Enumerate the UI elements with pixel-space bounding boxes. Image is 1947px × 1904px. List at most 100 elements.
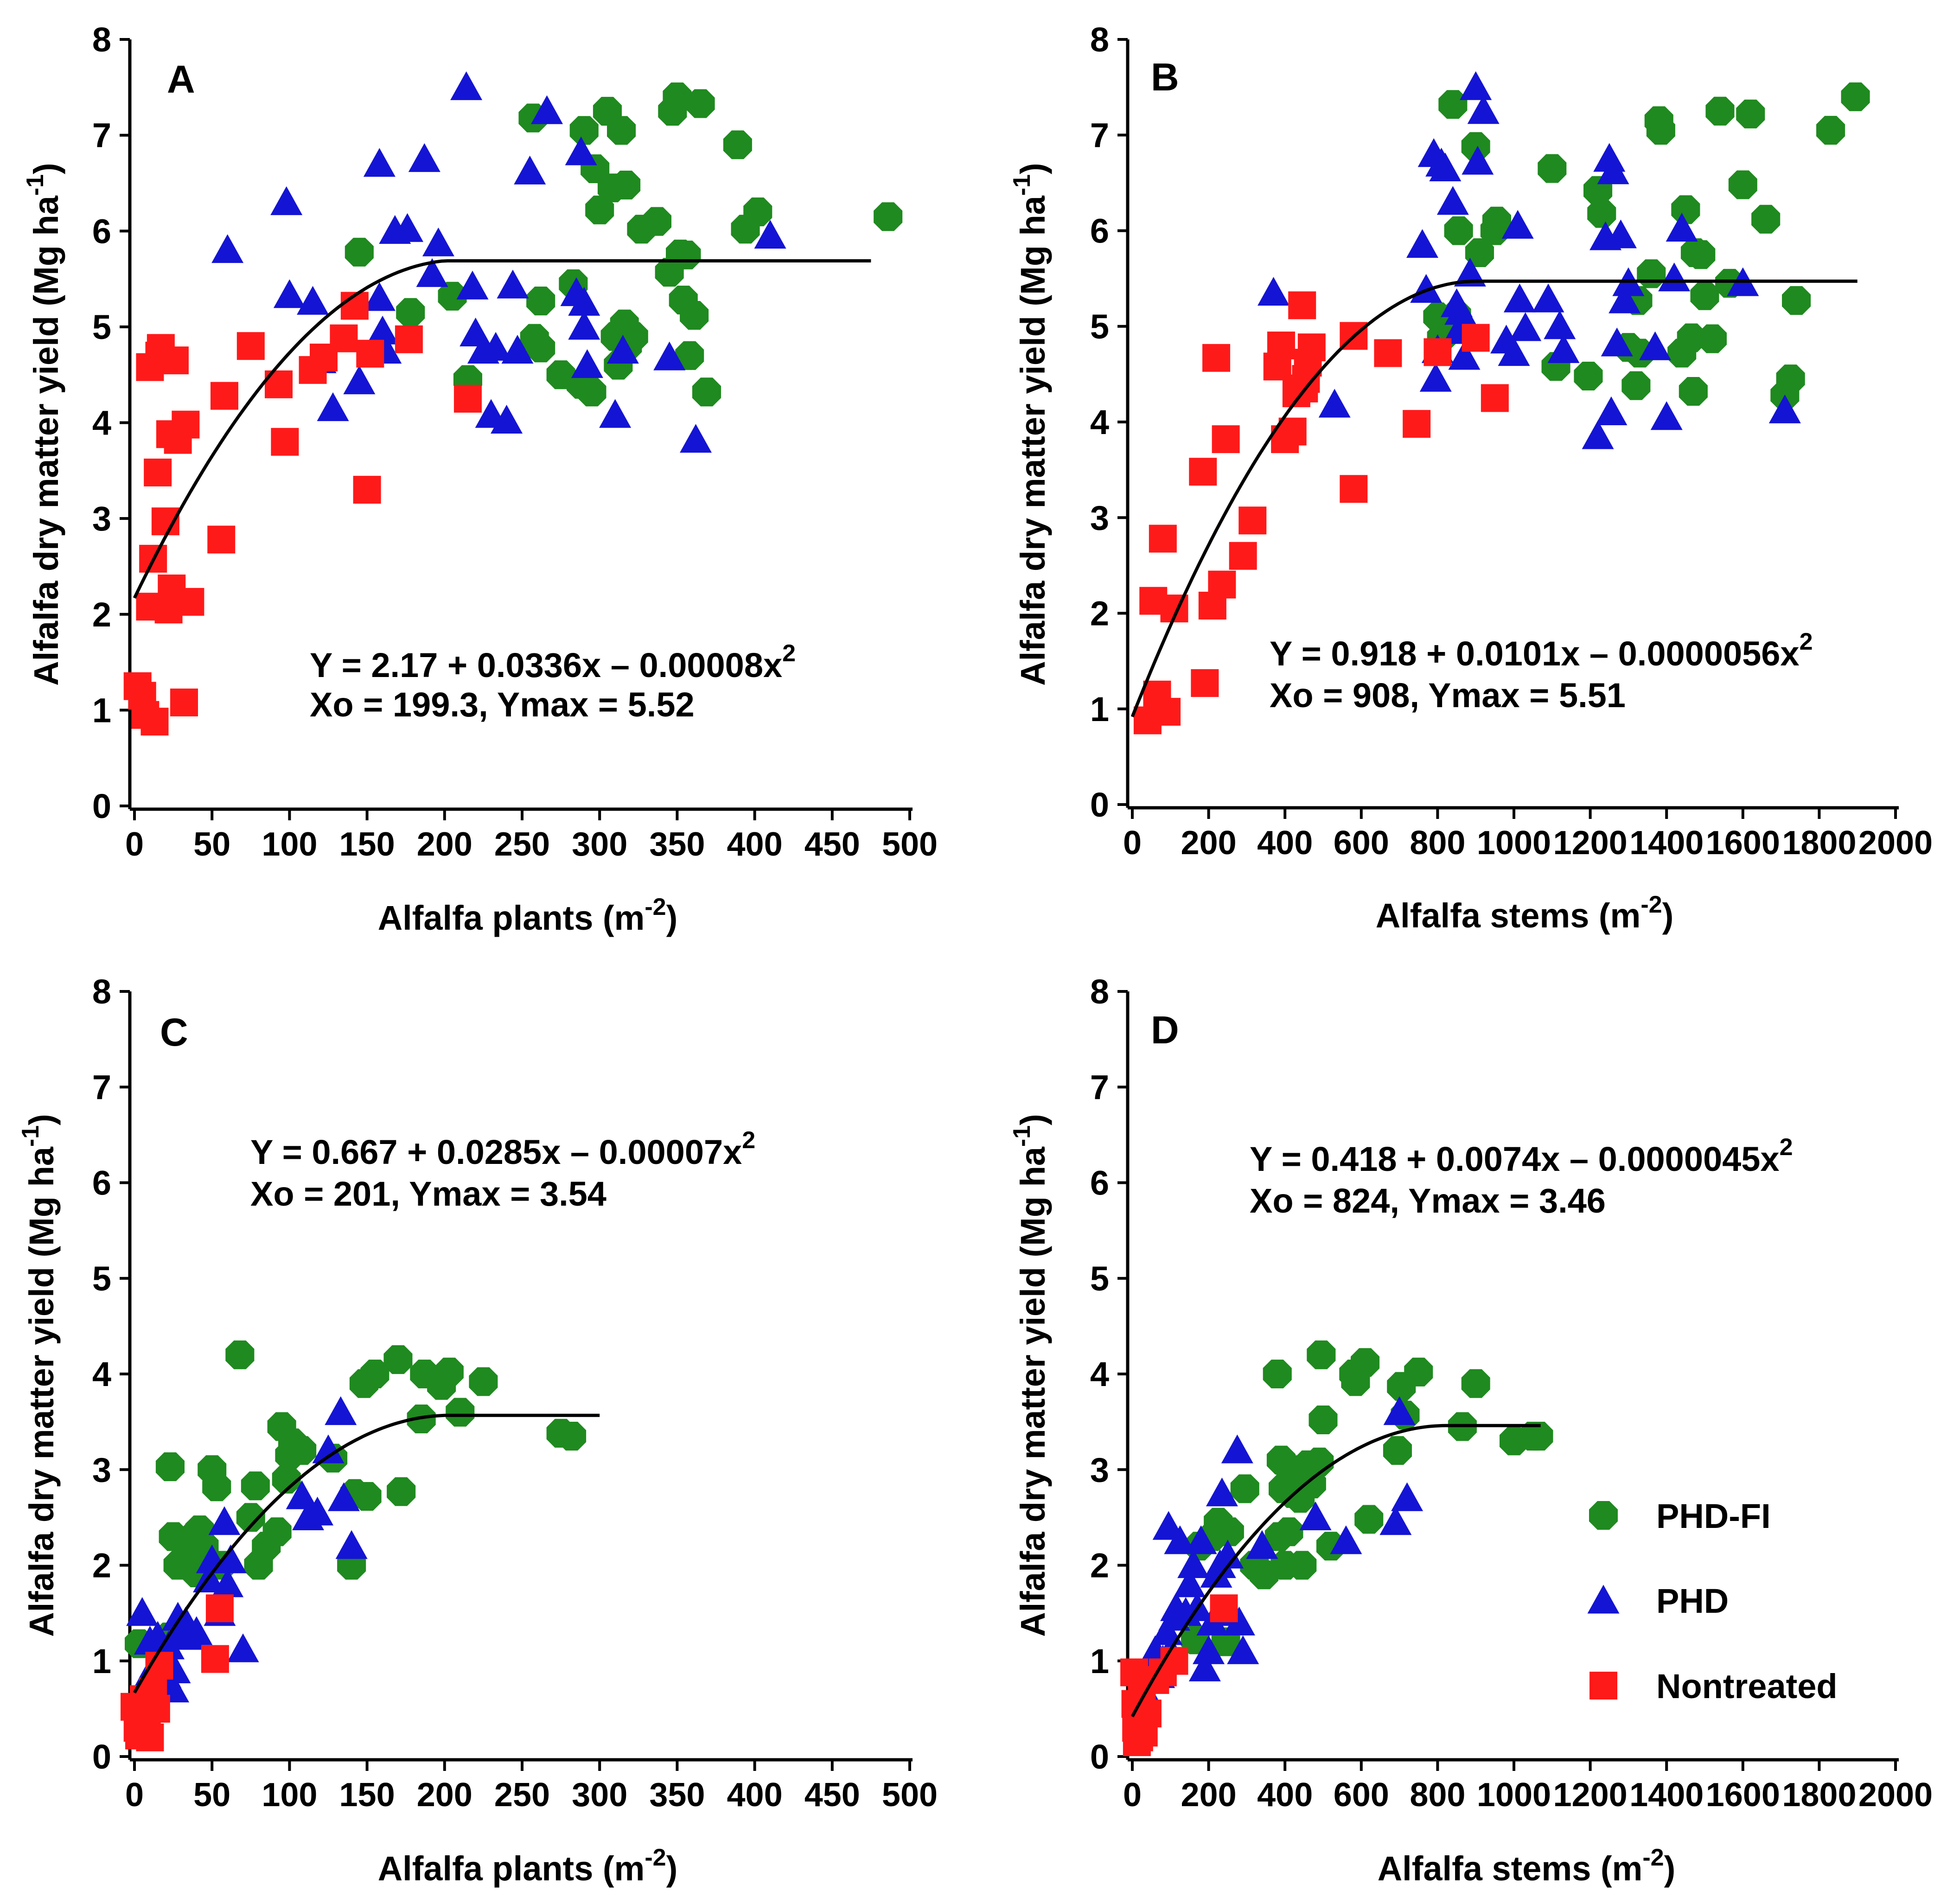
x-tick-label: 600 xyxy=(1334,1776,1389,1814)
legend-marker-phd-fi xyxy=(1589,1501,1618,1530)
point-phd xyxy=(568,287,600,316)
point-phd xyxy=(1379,1506,1412,1535)
y-tick-label: 3 xyxy=(92,499,111,538)
legend-item-phd-fi: PHD-FI xyxy=(1589,1497,1771,1535)
point-phd-fi xyxy=(1307,1340,1336,1369)
point-phd-fi xyxy=(1482,206,1511,236)
point-phd xyxy=(1185,1525,1217,1554)
y-tick-label: 3 xyxy=(1090,498,1109,537)
x-tick-label: 400 xyxy=(727,1776,783,1814)
x-tick-label: 50 xyxy=(193,1776,230,1814)
point-phd xyxy=(214,1544,247,1573)
point-phd-fi xyxy=(1297,1470,1326,1499)
x-tick-label: 200 xyxy=(417,826,472,863)
panel-c-ticks: 0 1 2 3 4 5 6 7 8 0 50 100 150 200 250 300 350 400 450 500 xyxy=(92,972,938,1814)
x-tick-label: 450 xyxy=(804,1776,860,1814)
point-phd xyxy=(312,1434,345,1463)
panel-b-points xyxy=(1133,71,1870,735)
x-tick-label: 800 xyxy=(1410,1776,1465,1814)
point-phd xyxy=(211,234,244,263)
point-phd xyxy=(317,392,349,422)
point-phd xyxy=(1206,1477,1238,1507)
point-phd-fi xyxy=(743,197,772,226)
point-phd-fi xyxy=(1736,99,1765,128)
point-phd xyxy=(1460,71,1492,100)
point-phd-fi xyxy=(262,1517,292,1546)
point-phd-fi xyxy=(1841,82,1870,111)
panel-d-xlabel: Alfalfa stems (m-2) xyxy=(1378,1844,1676,1888)
x-tick-label: 450 xyxy=(804,826,860,863)
point-phd-fi xyxy=(241,1471,270,1501)
legend-item-phd: PHD xyxy=(1587,1582,1729,1620)
x-tick-label: 350 xyxy=(649,826,705,863)
y-tick-label: 3 xyxy=(1090,1450,1109,1489)
point-phd-fi xyxy=(1538,154,1567,183)
point-phd xyxy=(568,311,600,340)
point-nontreated xyxy=(172,410,200,439)
x-tick-label: 1000 xyxy=(1477,824,1551,862)
x-tick-label: 2000 xyxy=(1858,824,1933,862)
legend-triangle-glyph xyxy=(1587,1585,1620,1614)
point-phd-fi xyxy=(557,1422,587,1451)
x-tick-label: 0 xyxy=(1123,824,1142,862)
point-phd xyxy=(1650,401,1683,430)
panel-d-fit-curve xyxy=(1130,1424,1541,1718)
point-phd-fi xyxy=(1274,1517,1303,1546)
point-nontreated xyxy=(176,588,204,616)
point-phd-fi xyxy=(287,1436,317,1465)
x-tick-label: 350 xyxy=(649,1776,705,1814)
point-phd xyxy=(1419,363,1452,392)
point-phd-fi xyxy=(1686,240,1716,269)
y-tick-label: 8 xyxy=(1090,20,1109,59)
x-tick-label: 300 xyxy=(572,826,627,863)
panel-b-ticks: 0 1 2 3 4 5 6 7 8 0 200 400 600 800 1000 1200 1400 1600 18… xyxy=(1090,20,1933,862)
point-phd-fi xyxy=(202,1472,231,1501)
x-tick-label: 100 xyxy=(262,826,317,863)
panel-b-label: B xyxy=(1151,55,1179,99)
y-tick-label: 2 xyxy=(1090,1546,1109,1585)
point-nontreated xyxy=(1238,506,1267,535)
x-tick-label: 200 xyxy=(1181,824,1237,862)
x-tick-label: 1800 xyxy=(1782,1776,1856,1814)
point-phd xyxy=(1544,310,1576,339)
point-phd-fi xyxy=(680,301,709,330)
point-nontreated xyxy=(1403,410,1431,438)
point-nontreated xyxy=(1208,570,1236,599)
y-tick-label: 0 xyxy=(1090,1738,1109,1776)
y-tick-label: 8 xyxy=(92,972,111,1011)
point-phd-fi xyxy=(1215,1517,1244,1546)
y-tick-label: 5 xyxy=(92,1259,111,1298)
point-phd-fi xyxy=(1354,1505,1384,1534)
point-phd xyxy=(211,1568,244,1597)
panel-c: C Y = 0.667 + 0.0285x – 0.00007x2 Xo = 2… xyxy=(17,972,938,1888)
point-nontreated xyxy=(1191,669,1219,697)
y-tick-label: 8 xyxy=(1090,972,1109,1011)
point-phd-fi xyxy=(383,1345,413,1374)
panel-b-xlabel: Alfalfa stems (m-2) xyxy=(1376,891,1674,935)
panel-d-ylabel: Alfalfa dry matter yield (Mg ha-1) xyxy=(1009,1114,1052,1637)
point-nontreated xyxy=(205,1594,234,1623)
x-tick-label: 200 xyxy=(1181,1776,1237,1814)
x-tick-label: 1800 xyxy=(1782,824,1856,862)
panel-a-label: A xyxy=(167,58,195,101)
point-phd xyxy=(1193,1635,1225,1664)
panel-a: A Y = 2.17 + 0.0336x – 0.00008x2 Xo = 19… xyxy=(22,20,938,937)
y-tick-label: 6 xyxy=(92,212,111,250)
point-phd xyxy=(422,227,454,256)
point-phd-fi xyxy=(345,237,374,267)
point-phd-fi xyxy=(1621,371,1651,400)
y-tick-label: 6 xyxy=(1090,212,1109,250)
point-phd xyxy=(327,1482,360,1511)
point-phd-fi xyxy=(1351,1348,1380,1377)
point-nontreated xyxy=(201,1645,229,1673)
point-phd xyxy=(571,349,603,378)
point-phd xyxy=(1221,1434,1253,1463)
point-phd-fi xyxy=(396,298,425,327)
point-phd-fi xyxy=(1690,281,1719,310)
point-phd-fi xyxy=(469,1367,498,1396)
point-phd xyxy=(286,1480,318,1509)
panel-b: B Y = 0.918 + 0.0101x – 0.0000056x2 Xo =… xyxy=(1009,20,1933,935)
point-phd xyxy=(1444,296,1477,325)
x-tick-label: 1200 xyxy=(1553,824,1628,862)
point-phd xyxy=(1223,1606,1255,1636)
